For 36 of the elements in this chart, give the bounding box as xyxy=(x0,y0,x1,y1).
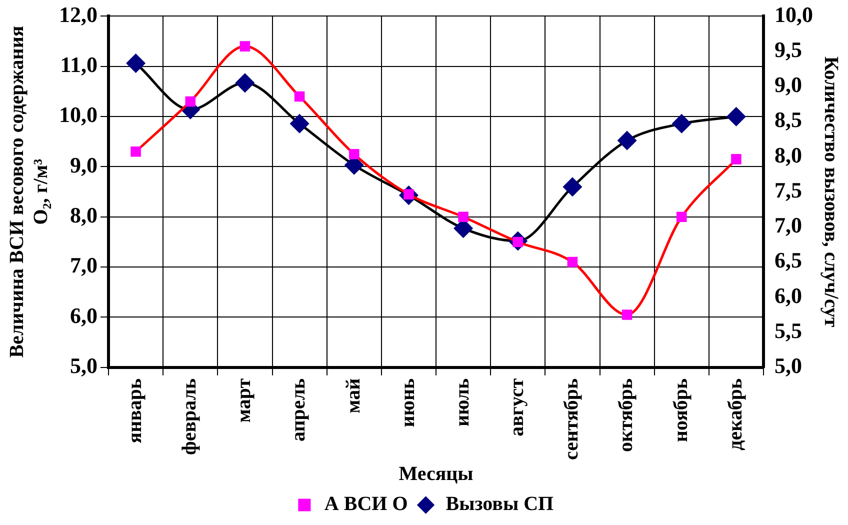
legend-label: Вызовы СП xyxy=(446,493,554,516)
y-axis-title: Величина ВСИ весового содержания O₂, г/м³ xyxy=(6,26,52,358)
y2-tick-label: 5,0 xyxy=(774,353,802,378)
y2-tick-label: 6,0 xyxy=(774,282,802,308)
x-tick-label: апрель xyxy=(288,378,310,442)
x-tick-label: октябрь xyxy=(615,378,638,452)
y2-tick-label: 8,0 xyxy=(774,142,802,168)
y-tick-label: 6,0 xyxy=(70,302,98,328)
x-tick-label: март xyxy=(233,378,256,423)
y-tick-label: 12,0 xyxy=(59,2,98,27)
y2-axis-title: Количество вызовов, случ/сут xyxy=(820,56,842,328)
x-tick-label: февраль xyxy=(178,378,201,456)
x-axis-title: Месяцы xyxy=(398,463,474,486)
y-tick-label: 8,0 xyxy=(70,202,98,228)
y-tick-label: 7,0 xyxy=(70,252,98,278)
x-tick-label: январь xyxy=(124,378,146,444)
y2-tick-label: 8,5 xyxy=(774,107,802,132)
y-tick-label: 9,0 xyxy=(70,152,98,178)
x-tick-label: июль xyxy=(451,378,474,427)
y2-tick-label: 7,5 xyxy=(774,177,802,202)
x-tick-label: ноябрь xyxy=(670,378,692,442)
y2-tick-label: 10,0 xyxy=(774,2,813,27)
y2-tick-label: 9,0 xyxy=(774,72,802,98)
x-tick-label: сентябрь xyxy=(560,378,583,460)
x-tick-label: август xyxy=(506,378,528,436)
y2-tick-label: 7,0 xyxy=(774,212,802,238)
y2-tick-label: 5,5 xyxy=(774,318,802,343)
x-tick-label: декабрь xyxy=(724,378,746,450)
legend-label: А ВСИ О xyxy=(324,493,408,516)
y-tick-label: 10,0 xyxy=(59,102,98,128)
y-tick-label: 5,0 xyxy=(70,353,98,378)
y2-tick-label: 9,5 xyxy=(774,37,802,62)
y-tick-label: 11,0 xyxy=(60,52,98,78)
y2-tick-label: 6,5 xyxy=(774,248,802,273)
x-tick-label: май xyxy=(342,378,364,414)
x-tick-label: июнь xyxy=(396,378,419,428)
